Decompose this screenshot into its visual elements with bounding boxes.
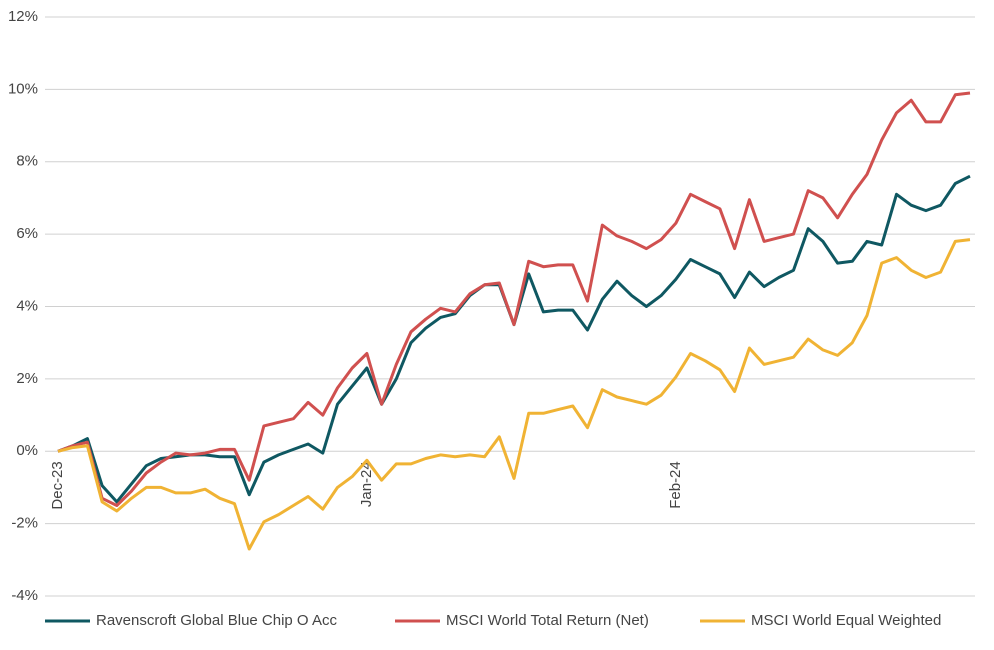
legend-label: MSCI World Total Return (Net) xyxy=(446,612,649,629)
legend-label: MSCI World Equal Weighted xyxy=(751,612,941,629)
y-tick-label: 8% xyxy=(16,153,38,170)
y-tick-label: -4% xyxy=(11,587,38,604)
y-tick-label: 2% xyxy=(16,370,38,387)
x-tick-label: Feb-24 xyxy=(667,461,684,509)
x-tick-label: Dec-23 xyxy=(49,461,66,509)
y-tick-label: 4% xyxy=(16,297,38,314)
y-tick-label: -2% xyxy=(11,515,38,532)
y-tick-label: 12% xyxy=(8,8,38,25)
y-tick-label: 6% xyxy=(16,225,38,242)
series-line xyxy=(57,238,971,551)
y-tick-label: 0% xyxy=(16,442,38,459)
y-tick-label: 10% xyxy=(8,80,38,97)
legend-label: Ravenscroft Global Blue Chip O Acc xyxy=(96,612,337,629)
series-line xyxy=(57,91,971,507)
x-tick-label: Jan-24 xyxy=(358,461,375,507)
